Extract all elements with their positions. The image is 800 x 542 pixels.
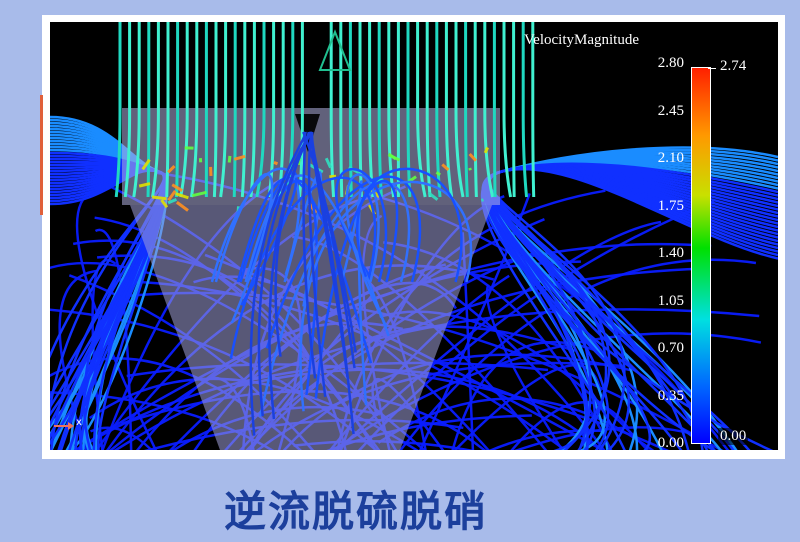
streamline <box>510 401 630 450</box>
streamline <box>339 22 344 198</box>
colorbar-min-label: 0.00 <box>718 428 749 445</box>
streamline <box>123 22 132 198</box>
streamline <box>513 426 705 450</box>
streamline <box>299 180 473 412</box>
streamline-visualization: VelocityMagnitude 2.80 2.45 2.10 1.75 1.40 1.… <box>50 22 778 450</box>
streamline <box>444 22 454 198</box>
streamline <box>480 198 484 202</box>
streamline <box>258 181 411 417</box>
streamline <box>356 167 463 283</box>
axis-x-label: x <box>76 417 82 428</box>
streamline <box>454 22 465 198</box>
colorbar-max-label: 2.74 <box>718 58 749 75</box>
streamline <box>240 22 247 198</box>
side-edge-decoration <box>40 95 43 215</box>
streamline <box>502 22 513 198</box>
colorbar-tick-label: 2.45 <box>657 102 684 119</box>
streamline <box>387 152 397 161</box>
streamline <box>348 22 353 198</box>
streamline <box>219 22 228 198</box>
colorbar-max-marker <box>708 68 716 69</box>
streamline <box>138 182 151 188</box>
streamline <box>488 429 604 450</box>
streamline <box>151 195 167 201</box>
streamline <box>171 183 183 193</box>
streamline <box>464 22 469 198</box>
streamline <box>175 201 189 212</box>
streamline <box>227 155 232 163</box>
streamline <box>175 192 189 200</box>
streamline <box>214 172 274 324</box>
streamline <box>302 131 317 379</box>
streamline <box>377 397 655 450</box>
streamline <box>531 22 536 198</box>
colorbar-tick-label: 2.10 <box>657 150 684 166</box>
streamline <box>165 22 170 198</box>
streamline <box>307 131 327 397</box>
streamline <box>441 163 450 172</box>
streamline <box>167 198 178 205</box>
caption-title: 逆流脱硫脱硝 <box>223 487 488 536</box>
streamline <box>335 167 388 283</box>
streamline <box>283 171 323 307</box>
streamline <box>512 22 516 198</box>
streamline <box>483 146 490 154</box>
colorbar <box>691 67 711 444</box>
streamline <box>521 22 529 198</box>
colorbar-tick-label: 2.80 <box>657 55 684 71</box>
streamline <box>146 22 151 198</box>
streamline <box>167 165 176 174</box>
streamline <box>468 153 478 162</box>
streamline <box>329 22 336 198</box>
streamline <box>435 171 441 177</box>
streamline <box>273 161 279 166</box>
streamline <box>167 190 177 202</box>
streamline <box>179 22 189 198</box>
streamline <box>90 426 154 450</box>
streamline <box>314 179 399 399</box>
streamline <box>151 22 160 198</box>
streamline <box>210 167 301 283</box>
colorbar-tick-label: 1.75 <box>657 197 684 214</box>
streamline <box>468 167 472 171</box>
colorbar-tick-label: 0.00 <box>657 435 684 450</box>
streamline <box>141 158 151 171</box>
streamline <box>160 199 169 209</box>
streamlines-canvas <box>50 22 778 450</box>
streamline <box>132 22 141 198</box>
streamline <box>232 22 237 198</box>
streamline <box>485 284 564 450</box>
streamline <box>255 22 266 198</box>
streamline <box>318 29 352 71</box>
streamline <box>114 22 122 198</box>
legend-title: VelocityMagnitude <box>524 32 639 48</box>
streamline <box>345 173 388 328</box>
streamline <box>427 191 439 201</box>
streamline <box>267 22 276 198</box>
streamline <box>229 176 377 359</box>
streamline <box>175 22 180 198</box>
streamline <box>191 190 207 198</box>
streamline <box>189 22 199 198</box>
streamline <box>473 22 478 198</box>
streamline <box>483 22 495 198</box>
streamline <box>324 157 332 169</box>
streamline <box>492 22 497 198</box>
colorbar-tick-label: 0.70 <box>657 340 684 356</box>
streamline <box>212 22 218 198</box>
colorbar-tick-label: 0.35 <box>657 387 684 404</box>
streamline <box>249 131 307 436</box>
streamline <box>425 22 432 198</box>
colorbar-tick-label: 1.40 <box>657 245 684 261</box>
streamline <box>233 154 246 161</box>
streamline <box>416 22 427 198</box>
streamline <box>310 131 355 435</box>
colorbar-tick-label: 1.05 <box>657 292 684 309</box>
streamline <box>274 131 311 357</box>
